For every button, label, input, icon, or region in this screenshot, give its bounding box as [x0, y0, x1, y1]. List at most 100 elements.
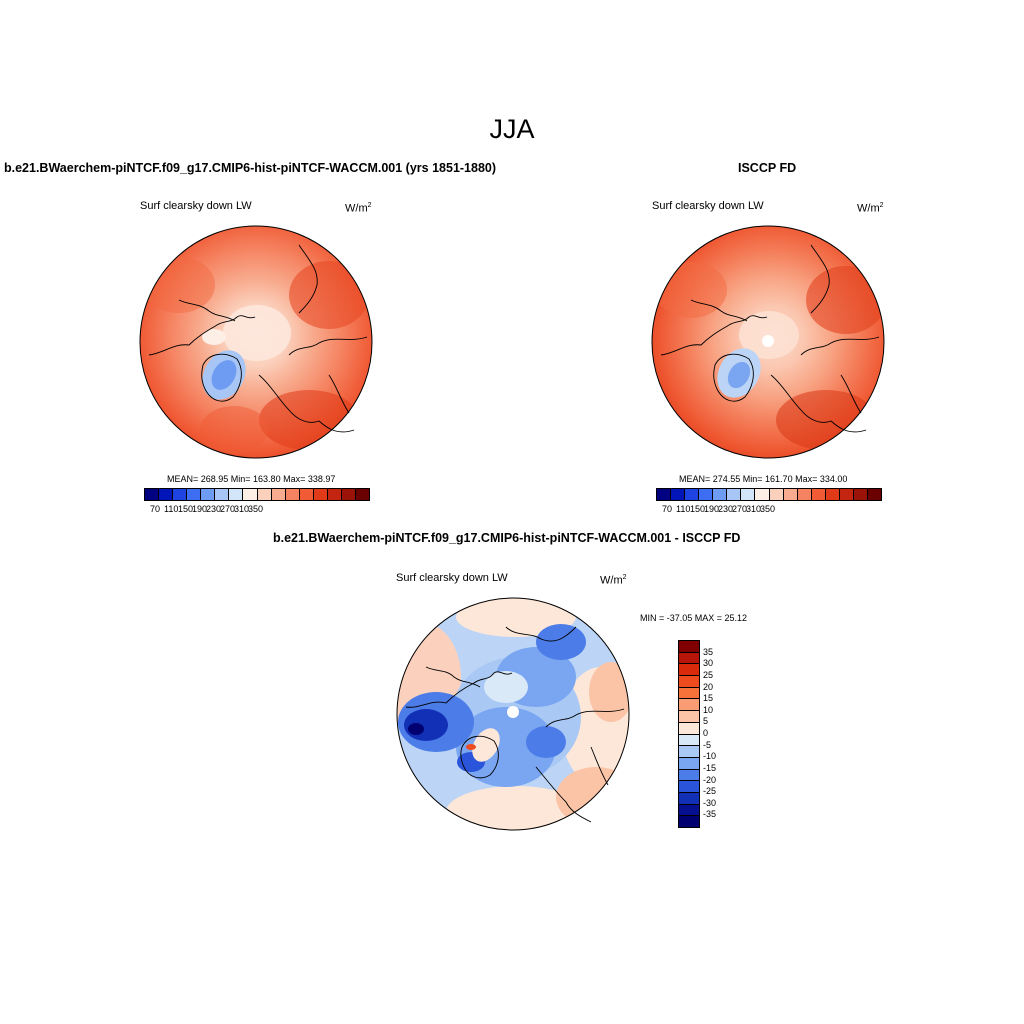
model-colorbar-swatch — [215, 489, 230, 500]
obs-field — [652, 226, 884, 458]
model-colorbar-swatch — [145, 489, 160, 500]
obs-colorbar-tick-label: 70 — [662, 504, 673, 514]
diff-colorbar-swatch — [679, 734, 699, 747]
model-colorbar-tick-label: 70 — [150, 504, 161, 514]
obs-colorbar-swatch — [811, 489, 826, 500]
diff-polar-map — [396, 597, 630, 831]
obs-map-border — [651, 225, 885, 459]
diff-units-label: W/m2 — [600, 574, 627, 587]
obs-colorbar-swatch — [867, 489, 881, 500]
diff-colorbar-swatch — [679, 664, 699, 677]
obs-colorbar-swatch — [853, 489, 868, 500]
model-colorbar-swatch — [229, 489, 244, 500]
figure-title: JJA — [489, 114, 535, 144]
diff-colorbar-labels: 35 30 25 20 15 10 5 0 -5 -10 -15 -20 -25 -30 -35 — [703, 640, 733, 826]
diff-colorbar-tick-label: 0 — [703, 728, 709, 738]
diff-colorbar-tick-label: 10 — [703, 704, 714, 715]
diff-colorbar-swatch — [679, 722, 699, 735]
obs-colorbar-tick-label: 350 — [760, 504, 776, 514]
diff-colorbar-swatch — [679, 769, 699, 782]
model-colorbar-swatch — [341, 489, 356, 500]
diff-colorbar-swatch — [679, 804, 699, 817]
obs-colorbar-swatch — [825, 489, 840, 500]
obs-colorbar-swatch — [727, 489, 742, 500]
diff-colorbar-swatch — [679, 641, 699, 653]
diff-colorbar-swatch — [679, 652, 699, 665]
model-variable-label: Surf clearsky down LW — [140, 200, 252, 212]
obs-polar-map — [651, 225, 885, 459]
obs-colorbar-swatch — [783, 489, 798, 500]
obs-colorbar-swatch — [797, 489, 812, 500]
model-colorbar-swatch — [257, 489, 272, 500]
model-colorbar-swatch — [299, 489, 314, 500]
model-colorbar-swatch — [327, 489, 342, 500]
diff-colorbar-swatch — [679, 687, 699, 700]
obs-colorbar-swatch — [769, 489, 784, 500]
diff-colorbar-swatch — [679, 816, 699, 827]
diff-variable-label: Surf clearsky down LW — [396, 572, 508, 584]
obs-stats: MEAN= 274.55 Min= 161.70 Max= 334.00 — [679, 474, 848, 484]
model-colorbar-tick-label: 350 — [248, 504, 264, 514]
obs-colorbar-swatch — [741, 489, 756, 500]
diff-colorbar-swatch — [679, 699, 699, 712]
diff-colorbar — [678, 640, 700, 828]
model-colorbar-tick-label: 230 — [206, 504, 222, 514]
diff-colorbar-tick-label: 5 — [703, 716, 709, 727]
obs-colorbar-tick-label: 270 — [732, 504, 748, 514]
diff-colorbar-tick-label: -5 — [703, 739, 712, 750]
model-colorbar — [144, 488, 370, 501]
diff-colorbar-tick-label: 15 — [703, 693, 714, 704]
diff-colorbar-tick-label: 35 — [703, 646, 714, 657]
model-stats: MEAN= 268.95 Min= 163.80 Max= 338.97 — [167, 474, 336, 484]
diff-colorbar-tick-label: -15 — [703, 762, 717, 773]
obs-colorbar-swatch — [671, 489, 686, 500]
model-map-border — [139, 225, 373, 459]
model-colorbar-swatch — [243, 489, 258, 500]
diff-colorbar-swatch — [679, 757, 699, 770]
diff-coastlines — [405, 626, 625, 823]
model-polar-map — [139, 225, 373, 459]
obs-colorbar-tick-label: 190 — [704, 504, 720, 514]
model-units-label: W/m2 — [345, 202, 372, 215]
obs-colorbar-tick-label: 110 — [676, 504, 691, 514]
obs-colorbar-tick-label: 230 — [718, 504, 734, 514]
obs-colorbar-swatch — [839, 489, 854, 500]
diff-map-border — [396, 597, 630, 831]
diff-colorbar-tick-label: -20 — [703, 774, 717, 785]
diff-colorbar-tick-label: 20 — [703, 681, 714, 692]
obs-colorbar-swatch — [713, 489, 728, 500]
diff-colorbar-swatch — [679, 746, 699, 758]
model-panel-title: b.e21.BWaerchem-piNTCF.f09_g17.CMIP6-his… — [4, 161, 497, 175]
diff-colorbar-swatch — [679, 781, 699, 793]
diff-colorbar-tick-label: 25 — [703, 669, 714, 680]
model-colorbar-swatch — [355, 489, 369, 500]
model-colorbar-swatch — [285, 489, 300, 500]
diff-colorbar-tick-label: -30 — [703, 797, 717, 808]
obs-units-label: W/m2 — [857, 202, 884, 215]
diff-panel-title: b.e21.BWaerchem-piNTCF.f09_g17.CMIP6-his… — [273, 531, 741, 545]
model-colorbar-swatch — [173, 489, 188, 500]
diff-colorbar-tick-label: -35 — [703, 809, 717, 820]
diff-stats: MIN = -37.05 MAX = 25.12 — [640, 613, 748, 623]
diff-colorbar-tick-label: 30 — [703, 658, 714, 669]
obs-colorbar-swatch — [685, 489, 700, 500]
obs-variable-label: Surf clearsky down LW — [652, 200, 764, 212]
diff-colorbar-tick-label: -10 — [703, 751, 717, 762]
obs-colorbar-labels: 70 110 150 190 230 270 310 350 — [656, 504, 882, 516]
model-colorbar-tick-label: 270 — [220, 504, 236, 514]
obs-coastlines — [660, 244, 880, 433]
diff-colorbar-swatch — [679, 711, 699, 723]
diff-colorbar-swatch — [679, 676, 699, 688]
model-colorbar-tick-label: 310 — [234, 504, 250, 514]
model-colorbar-tick-label: 110 — [164, 504, 179, 514]
obs-colorbar-swatch — [699, 489, 714, 500]
obs-panel-title: ISCCP FD — [738, 161, 797, 175]
obs-colorbar — [656, 488, 882, 501]
model-colorbar-tick-label: 150 — [178, 504, 194, 514]
model-colorbar-tick-label: 190 — [192, 504, 208, 514]
obs-colorbar-swatch — [755, 489, 770, 500]
model-colorbar-swatch — [271, 489, 286, 500]
model-coastlines — [148, 244, 368, 433]
model-colorbar-swatch — [159, 489, 174, 500]
obs-colorbar-tick-label: 150 — [690, 504, 706, 514]
